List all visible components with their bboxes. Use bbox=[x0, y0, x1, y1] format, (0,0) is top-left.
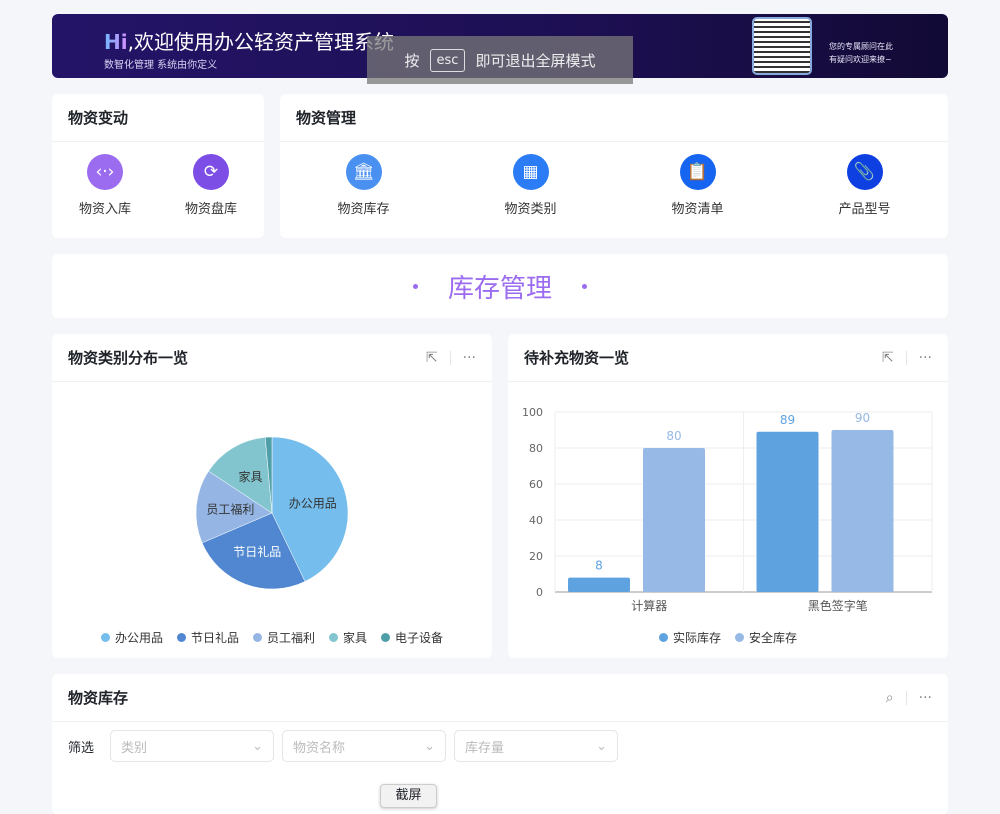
bank-icon: 🏛 bbox=[345, 154, 382, 190]
qr-code bbox=[752, 17, 812, 75]
paperclip-icon: 📎 bbox=[846, 154, 883, 190]
shortcut-label: 物资清单 bbox=[671, 202, 724, 217]
shortcut-label: 产品型号 bbox=[838, 202, 891, 217]
more-icon[interactable]: ··· bbox=[918, 689, 932, 706]
legend-item[interactable]: 员工福利 bbox=[252, 629, 315, 646]
bar[interactable] bbox=[756, 431, 819, 592]
shortcut-label: 物资库存 bbox=[337, 202, 390, 217]
bar-value-label: 8 bbox=[595, 559, 603, 573]
section-header: 库存管理 bbox=[52, 254, 948, 318]
banner-title: Hi,欢迎使用办公轻资产管理系统 bbox=[104, 30, 394, 54]
pie-label: 员工福利 bbox=[206, 501, 254, 516]
legend-item[interactable]: 办公用品 bbox=[100, 629, 163, 646]
y-tick-label: 80 bbox=[529, 442, 543, 455]
bar[interactable] bbox=[831, 430, 894, 592]
filter-label: 筛选 bbox=[68, 740, 95, 756]
bar-value-label: 90 bbox=[855, 411, 870, 425]
grid-icon: ▦ bbox=[512, 154, 549, 190]
pie-label: 家具 bbox=[239, 469, 263, 484]
pie-slice-3[interactable] bbox=[208, 437, 273, 514]
chevron-down-icon: ⌄ bbox=[424, 738, 436, 754]
fullscreen-exit-hint: 按 esc 即可退出全屏模式 bbox=[367, 36, 633, 84]
search-icon[interactable]: ⌕ bbox=[885, 689, 894, 706]
x-tick-label: 黑色签字笔 bbox=[808, 598, 868, 613]
more-icon[interactable]: ··· bbox=[918, 349, 932, 366]
shortcut-label: 物资盘库 bbox=[184, 202, 237, 217]
chevron-down-icon: ⌄ bbox=[596, 738, 608, 754]
screenshot-button[interactable]: 截屏 bbox=[380, 784, 437, 808]
clipboard-icon: 📋 bbox=[679, 154, 716, 190]
bar-value-label: 80 bbox=[666, 429, 681, 443]
card-title: 物资变动 bbox=[68, 109, 129, 127]
banner-subtitle: 数智化管理 系统由你定义 bbox=[104, 60, 218, 71]
banner-note: 您的专属顾问在此 有疑问欢迎来撩~ bbox=[829, 42, 893, 64]
bar[interactable] bbox=[568, 577, 630, 592]
pie-label: 办公用品 bbox=[289, 496, 337, 511]
stock-card: 物资库存 ⌕ ··· 筛选 类别 ⌄ 物资名称 ⌄ 库存量 ⌄ bbox=[52, 674, 948, 814]
refresh-icon: ⟳ bbox=[193, 154, 229, 190]
expand-icon[interactable]: ⇱ bbox=[425, 349, 438, 366]
y-tick-label: 0 bbox=[536, 586, 543, 599]
shortcut-3[interactable]: 📎 产品型号 bbox=[820, 154, 910, 217]
shortcut-1[interactable]: ⟳ 物资盘库 bbox=[166, 154, 256, 217]
chevron-down-icon: ⌄ bbox=[252, 738, 264, 754]
welcome-banner: Hi,欢迎使用办公轻资产管理系统 数智化管理 系统由你定义 您的专属顾问在此 有疑… bbox=[52, 14, 948, 78]
y-tick-label: 100 bbox=[522, 406, 543, 419]
card-title: 物资类别分布一览 bbox=[68, 349, 189, 367]
expand-icon[interactable]: ⇱ bbox=[881, 349, 894, 366]
bar-value-label: 89 bbox=[780, 413, 795, 427]
shortcut-2[interactable]: 📋 物资清单 bbox=[653, 154, 743, 217]
y-tick-label: 20 bbox=[529, 550, 543, 563]
bar-card: 待补充物资一览 ⇱ ··· 0 20 40 60 80 100 计算器 8 80 黑色签字笔 89 90 … bbox=[508, 334, 948, 658]
legend-item[interactable]: 实际库存 bbox=[658, 629, 721, 646]
x-tick-label: 计算器 bbox=[631, 598, 667, 613]
shortcut-0[interactable]: 🏛 物资库存 bbox=[319, 154, 409, 217]
y-tick-label: 40 bbox=[529, 514, 543, 527]
pie-label: 节日礼品 bbox=[233, 544, 281, 559]
pie-slice-2[interactable] bbox=[195, 470, 273, 544]
bar-chart: 0 20 40 60 80 100 计算器 8 80 黑色签字笔 89 90 bbox=[522, 406, 933, 613]
quantity-select[interactable]: 库存量 ⌄ bbox=[454, 730, 619, 762]
card-title: 物资库存 bbox=[68, 689, 129, 707]
card-title: 物资管理 bbox=[296, 109, 357, 127]
shortcut-0[interactable]: ‹·› 物资入库 bbox=[60, 154, 150, 217]
legend-item[interactable]: 家具 bbox=[329, 629, 367, 646]
y-tick-label: 60 bbox=[529, 478, 543, 491]
management-card: 物资管理 🏛 物资库存 ▦ 物资类别 📋 物资清单 📎 产品型号 bbox=[280, 94, 948, 238]
card-title: 待补充物资一览 bbox=[524, 349, 630, 367]
shortcut-1[interactable]: ▦ 物资类别 bbox=[486, 154, 576, 217]
bar[interactable] bbox=[643, 448, 705, 592]
section-title: 库存管理 bbox=[447, 273, 552, 304]
legend-item[interactable]: 节日礼品 bbox=[176, 629, 239, 646]
item-name-select[interactable]: 物资名称 ⌄ bbox=[282, 730, 447, 762]
more-icon[interactable]: ··· bbox=[462, 349, 476, 366]
shortcut-label: 物资入库 bbox=[78, 202, 131, 217]
pie-slice-4[interactable] bbox=[264, 436, 273, 514]
legend-item[interactable]: 安全库存 bbox=[735, 629, 797, 646]
shortcut-label: 物资类别 bbox=[504, 202, 557, 217]
pie-slice-0[interactable] bbox=[271, 436, 349, 582]
pie-card: 物资类别分布一览 ⇱ ··· 办公用品 节日礼品 员工福利 家具 办公用品 节日礼品 员工福利… bbox=[52, 334, 492, 658]
movement-card: 物资变动 ‹·› 物资入库 ⟳ 物资盘库 bbox=[52, 94, 264, 238]
code-arrows-icon: ‹·› bbox=[87, 154, 123, 190]
category-select[interactable]: 类别 ⌄ bbox=[110, 730, 275, 762]
legend-item[interactable]: 电子设备 bbox=[381, 629, 443, 646]
